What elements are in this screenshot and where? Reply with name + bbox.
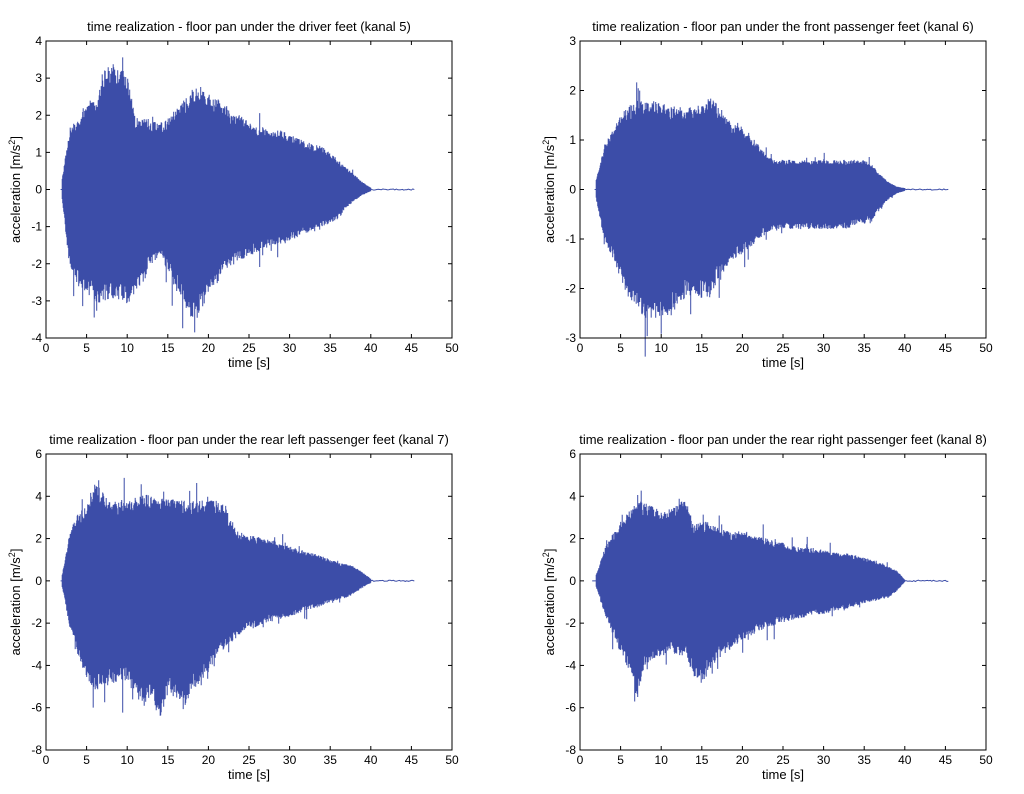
y-tick-label: -3 (31, 294, 42, 308)
x-tick-label: 25 (776, 341, 790, 355)
y-tick-label: 0 (35, 183, 42, 197)
x-tick-label: 50 (979, 753, 993, 767)
chart-title: time realization - floor pan under the r… (49, 432, 449, 447)
x-tick-label: 50 (979, 341, 993, 355)
y-tick-label: 0 (569, 183, 576, 197)
x-tick-label: 5 (617, 753, 624, 767)
y-tick-label: 3 (35, 71, 42, 85)
y-tick-label: 4 (569, 489, 576, 503)
x-tick-label: 20 (202, 753, 216, 767)
y-tick-label: -4 (31, 331, 42, 345)
y-tick-label: 0 (569, 574, 576, 588)
x-tick-label: 15 (161, 753, 175, 767)
signal-trace (594, 82, 949, 357)
chart-title: time realization - floor pan under the d… (87, 19, 411, 34)
subplot-1: time realization - floor pan under the d… (7, 19, 459, 370)
x-tick-label: 0 (577, 753, 584, 767)
y-tick-label: -3 (565, 331, 576, 345)
x-tick-label: 25 (242, 341, 256, 355)
x-tick-label: 15 (695, 341, 709, 355)
y-axis-label: acceleration [m/s2] (7, 549, 23, 656)
x-axis-label: time [s] (762, 355, 804, 370)
x-tick-label: 0 (43, 753, 50, 767)
x-tick-label: 0 (577, 341, 584, 355)
y-tick-label: 2 (35, 108, 42, 122)
subplot-3: time realization - floor pan under the r… (7, 432, 459, 782)
x-tick-label: 20 (736, 753, 750, 767)
x-tick-label: 10 (655, 341, 669, 355)
x-tick-label: 25 (776, 753, 790, 767)
y-tick-label: -2 (565, 282, 576, 296)
x-tick-label: 30 (283, 341, 297, 355)
x-axis-label: time [s] (762, 767, 804, 782)
x-tick-label: 30 (817, 753, 831, 767)
x-tick-label: 40 (364, 753, 378, 767)
y-tick-label: -6 (565, 701, 576, 715)
chart-title: time realization - floor pan under the r… (579, 432, 987, 447)
x-axis-label: time [s] (228, 355, 270, 370)
x-tick-label: 10 (655, 753, 669, 767)
y-tick-label: 2 (35, 532, 42, 546)
x-tick-label: 40 (898, 341, 912, 355)
signal-trace (592, 490, 949, 702)
x-tick-label: 40 (898, 753, 912, 767)
x-tick-label: 5 (617, 341, 624, 355)
y-axis-label: acceleration [m/s2] (541, 549, 557, 656)
x-tick-label: 25 (242, 753, 256, 767)
y-tick-label: 1 (569, 133, 576, 147)
x-tick-label: 35 (858, 341, 872, 355)
x-tick-label: 10 (121, 753, 135, 767)
x-tick-label: 35 (858, 753, 872, 767)
y-tick-label: 2 (569, 84, 576, 98)
y-axis-label: acceleration [m/s2] (7, 136, 23, 243)
y-tick-label: -1 (31, 220, 42, 234)
x-tick-label: 20 (736, 341, 750, 355)
y-tick-label: -2 (31, 257, 42, 271)
x-tick-label: 15 (161, 341, 175, 355)
x-tick-label: 35 (324, 341, 338, 355)
y-tick-label: 2 (569, 532, 576, 546)
y-tick-label: -6 (31, 701, 42, 715)
y-tick-label: 4 (35, 489, 42, 503)
y-tick-label: -8 (31, 743, 42, 757)
subplot-4: time realization - floor pan under the r… (541, 432, 993, 782)
x-tick-label: 50 (445, 341, 459, 355)
x-tick-label: 5 (83, 341, 90, 355)
x-tick-label: 35 (324, 753, 338, 767)
x-tick-label: 45 (939, 341, 953, 355)
x-tick-label: 30 (817, 341, 831, 355)
y-tick-label: 1 (35, 145, 42, 159)
x-axis-label: time [s] (228, 767, 270, 782)
x-tick-label: 30 (283, 753, 297, 767)
x-tick-label: 45 (405, 341, 419, 355)
y-axis-label: acceleration [m/s2] (541, 136, 557, 243)
x-tick-label: 10 (121, 341, 135, 355)
y-tick-label: 6 (35, 447, 42, 461)
y-tick-label: -2 (565, 616, 576, 630)
y-tick-label: 0 (35, 574, 42, 588)
subplot-2: time realization - floor pan under the f… (541, 19, 993, 370)
y-tick-label: -2 (31, 616, 42, 630)
x-tick-label: 15 (695, 753, 709, 767)
x-tick-label: 5 (83, 753, 90, 767)
x-tick-label: 45 (939, 753, 953, 767)
x-tick-label: 45 (405, 753, 419, 767)
signal-trace (60, 477, 415, 716)
x-tick-label: 20 (202, 341, 216, 355)
y-tick-label: -4 (565, 658, 576, 672)
y-tick-label: 4 (35, 34, 42, 48)
x-tick-label: 50 (445, 753, 459, 767)
y-tick-label: -8 (565, 743, 576, 757)
y-tick-label: 6 (569, 447, 576, 461)
y-tick-label: 3 (569, 34, 576, 48)
x-tick-label: 0 (43, 341, 50, 355)
y-tick-label: -1 (565, 232, 576, 246)
chart-title: time realization - floor pan under the f… (592, 19, 974, 34)
y-tick-label: -4 (31, 658, 42, 672)
x-tick-label: 40 (364, 341, 378, 355)
signal-trace (60, 57, 415, 333)
